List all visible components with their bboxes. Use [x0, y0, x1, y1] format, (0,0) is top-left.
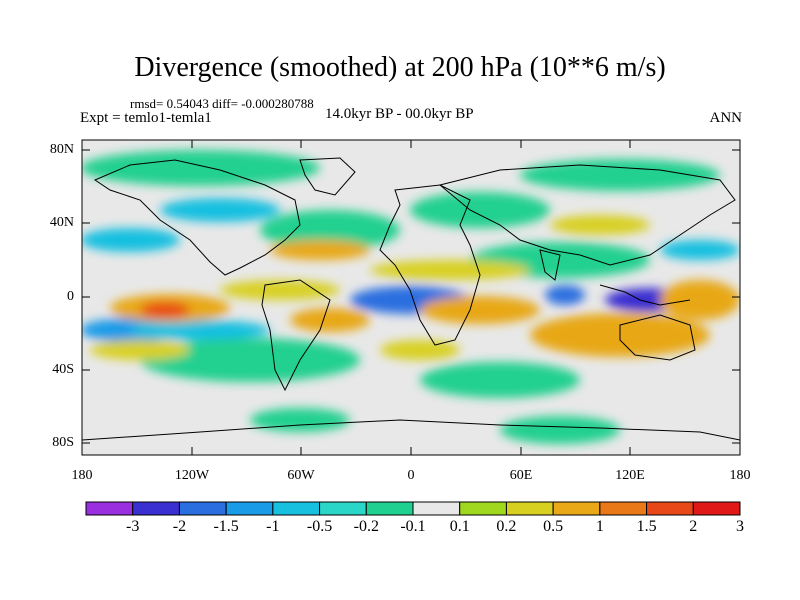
colorbar-label: 3	[736, 518, 744, 535]
colorbar-label: -1	[266, 518, 280, 535]
colorbar-swatch	[319, 501, 367, 516]
colorbar-swatch	[459, 501, 507, 516]
colorbar-swatch	[552, 501, 601, 516]
colorbar-label: 0.5	[543, 518, 564, 535]
season-label: ANN	[709, 110, 743, 126]
colorbar-swatch	[646, 501, 694, 516]
x-tick-label: 60E	[509, 468, 533, 483]
colorbar-label: 2	[689, 518, 698, 535]
y-tick-label: 0	[67, 289, 74, 304]
plot-title: Divergence (smoothed) at 200 hPa (10**6 …	[134, 52, 666, 83]
colorbar	[85, 501, 741, 516]
colorbar-swatch	[225, 501, 274, 516]
x-ticks	[191, 140, 631, 455]
colorbar-swatch	[692, 501, 741, 516]
y-tick-label: 40S	[52, 362, 74, 377]
colorbar-label: -1.5	[213, 518, 239, 535]
colorbar-label: -0.1	[400, 518, 426, 535]
stats-line: rmsd= 0.54043 diff= -0.000280788	[130, 96, 314, 111]
colorbar-swatch	[365, 501, 414, 516]
colorbar-swatch	[132, 501, 180, 516]
colorbar-swatch	[272, 501, 321, 516]
x-tick-label: 120W	[174, 468, 210, 483]
y-tick-label: 80N	[49, 142, 74, 157]
x-tick-label: 180	[71, 468, 93, 483]
colorbar-label: -0.5	[306, 518, 333, 535]
colorbar-swatch	[599, 501, 648, 516]
colorbar-label: 0.1	[449, 518, 470, 535]
x-tick-label: 180	[729, 468, 751, 483]
x-tick-label: 0	[407, 468, 415, 483]
colorbar-label: -2	[172, 518, 187, 535]
colorbar-swatch	[412, 501, 461, 516]
y-ticks	[82, 149, 740, 444]
period-label: 14.0kyr BP - 00.0kyr BP	[325, 106, 474, 122]
y-tick-label: 80S	[52, 435, 74, 450]
experiment-label: Expt = temlo1-temla1	[80, 110, 212, 126]
colorbar-swatch	[178, 501, 227, 516]
colorbar-label: 1	[595, 518, 604, 535]
divergence-field	[82, 150, 740, 444]
colorbar-swatch	[85, 501, 134, 516]
x-tick-label: 120E	[615, 468, 645, 483]
coastlines	[82, 157, 740, 441]
colorbar-label: 0.2	[496, 518, 517, 535]
y-tick-label: 40N	[49, 215, 74, 230]
colorbar-label: -0.2	[353, 518, 379, 535]
x-tick-label: 60W	[287, 468, 315, 483]
colorbar-swatch	[505, 501, 554, 516]
colorbar-label: -3	[126, 518, 140, 535]
colorbar-label: 1.5	[636, 518, 657, 535]
